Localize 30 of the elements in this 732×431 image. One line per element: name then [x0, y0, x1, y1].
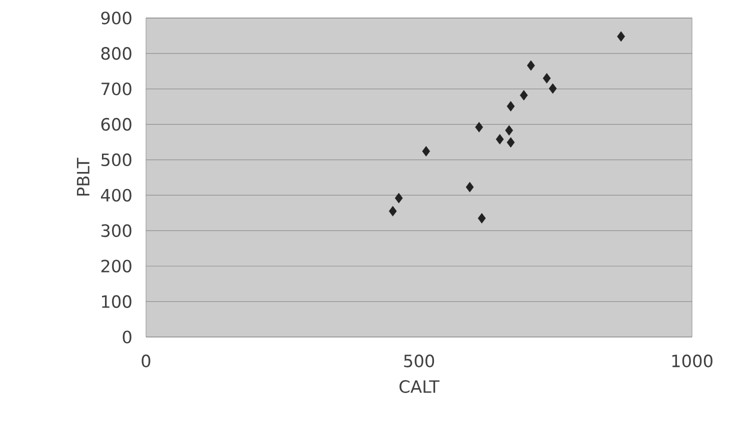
point: [496, 134, 504, 144]
point: [542, 73, 551, 84]
y-tick-label: 400: [100, 188, 132, 202]
y-tick-label: 100: [102, 295, 132, 308]
point: [506, 137, 515, 148]
point: [617, 31, 625, 42]
y-tick-label: 0: [122, 330, 132, 344]
point: [506, 101, 515, 112]
point: [520, 90, 528, 100]
point: [466, 182, 474, 192]
x-axis-title: CALT: [400, 380, 440, 393]
point: [475, 122, 484, 132]
y-tick-label: 700: [102, 82, 132, 96]
point: [548, 83, 557, 94]
y-tick-label: 600: [101, 118, 132, 131]
point: [478, 213, 486, 224]
y-tick-label: 300: [101, 224, 132, 238]
point: [394, 192, 403, 204]
point: [422, 146, 430, 156]
y-axis-title: PBLT: [76, 158, 90, 196]
y-tick-label: 500: [101, 153, 132, 166]
x-tick-label: 1000: [672, 354, 712, 368]
y-tick-label: 900: [101, 12, 132, 24]
y-tick-label: 800: [101, 47, 132, 60]
point: [505, 125, 514, 136]
point: [388, 206, 397, 216]
point: [526, 60, 535, 71]
x-tick-label: 0: [142, 354, 150, 368]
x-tick-label: 500: [404, 354, 434, 368]
y-tick-label: 200: [101, 260, 132, 273]
